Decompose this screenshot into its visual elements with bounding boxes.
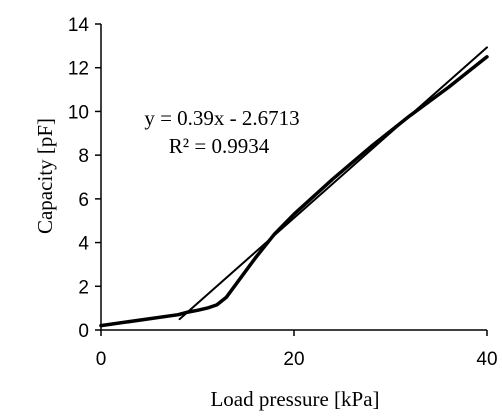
trendline-equation: y = 0.39x - 2.6713 xyxy=(144,106,299,130)
measured-curve xyxy=(99,55,489,328)
linear-trendline xyxy=(178,46,488,321)
x-axis-title: Load pressure [kPa] xyxy=(210,387,379,411)
y-tick-label: 8 xyxy=(78,146,89,167)
x-tick-label: 0 xyxy=(96,349,107,370)
series-group xyxy=(99,46,489,328)
x-tick-label: 20 xyxy=(283,349,304,370)
y-axis-title: Capacity [pF] xyxy=(33,118,57,234)
y-tick-label: 14 xyxy=(68,15,90,36)
y-tick-label: 4 xyxy=(78,234,89,255)
y-tick-label: 12 xyxy=(68,59,89,80)
y-tick-label: 2 xyxy=(78,277,89,298)
y-tick-label: 0 xyxy=(78,321,89,342)
x-tick-label: 40 xyxy=(476,349,497,370)
r-squared-label: R² = 0.9934 xyxy=(169,134,270,158)
axes xyxy=(100,24,487,331)
tick-group: 0 2 4 6 8 10 12 14 0 20 40 xyxy=(68,15,498,370)
y-tick-label: 10 xyxy=(68,102,89,123)
y-tick-label: 6 xyxy=(78,190,89,211)
